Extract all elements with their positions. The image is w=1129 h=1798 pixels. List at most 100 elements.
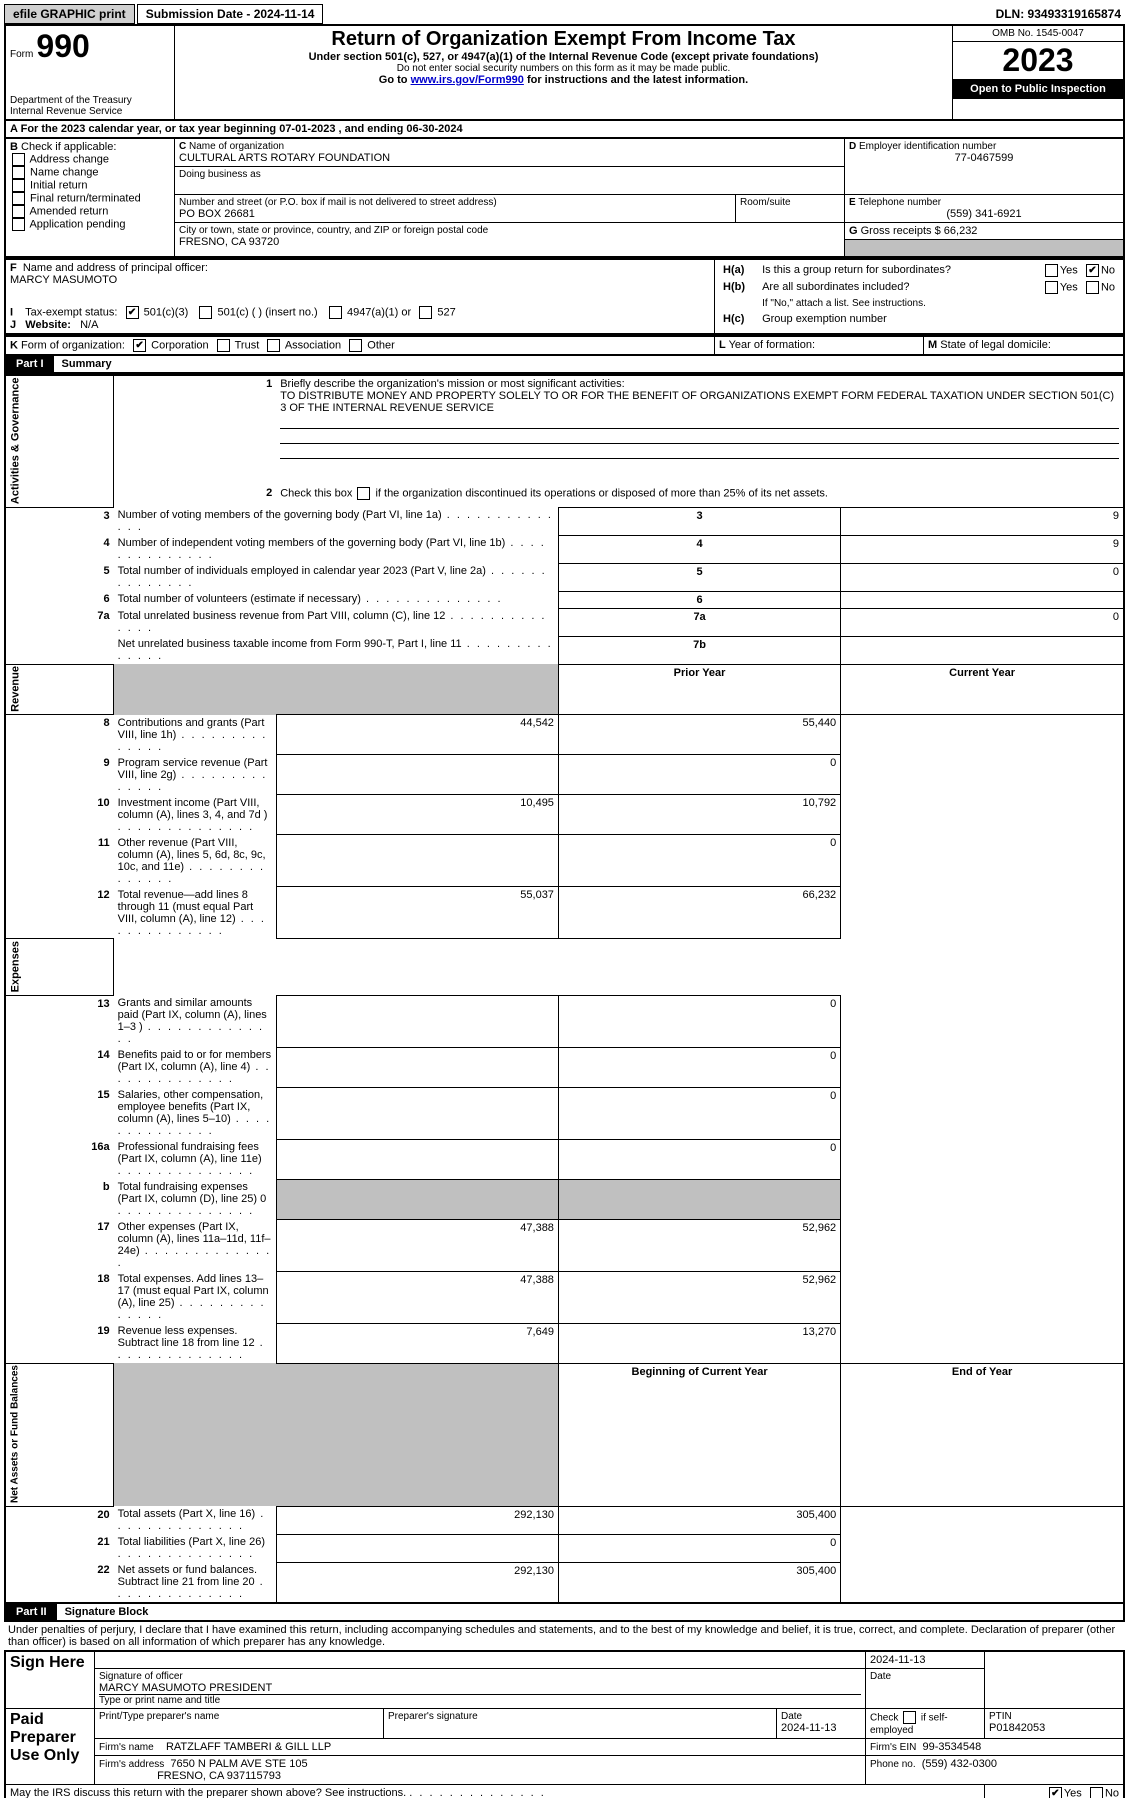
firm-name: RATZLAFF TAMBERI & GILL LLP	[166, 1741, 331, 1753]
tax-year: 2023	[953, 42, 1123, 79]
firm-ein-label: Firm's EIN	[870, 1742, 916, 1753]
ha-no[interactable]	[1086, 264, 1099, 277]
k-label: Form of organization:	[21, 339, 125, 351]
omb-number: OMB No. 1545-0047	[953, 26, 1123, 42]
phone: (559) 432-0300	[922, 1758, 997, 1770]
date-label2: Date	[781, 1711, 861, 1722]
sidebar-ag: Activities & Governance	[5, 375, 114, 507]
f-h-block: F Name and address of principal officer:…	[4, 258, 1125, 335]
hb-note: If "No," attach a list. See instructions…	[758, 296, 1119, 311]
ptin-label: PTIN	[989, 1711, 1119, 1722]
perjury-text: Under penalties of perjury, I declare th…	[4, 1622, 1125, 1650]
i-label: Tax-exempt status:	[25, 306, 117, 318]
cb-discontinued[interactable]	[357, 487, 370, 500]
cb-corp[interactable]	[133, 339, 146, 352]
summary-table: Activities & Governance 1 Briefly descri…	[4, 374, 1125, 1604]
b-check-2[interactable]	[12, 179, 25, 192]
col-begin: Beginning of Current Year	[558, 1363, 840, 1506]
gross-receipts: 66,232	[944, 225, 978, 237]
firm-addr2: FRESNO, CA 937115793	[157, 1770, 281, 1782]
sidebar-exp: Expenses	[5, 939, 114, 995]
sidebar-na: Net Assets or Fund Balances	[5, 1363, 114, 1506]
ein: 77-0467599	[849, 152, 1119, 164]
d-label: Employer identification number	[859, 141, 996, 152]
col-end: End of Year	[841, 1363, 1124, 1506]
line-a-tax-year: A For the 2023 calendar year, or tax yea…	[4, 121, 1125, 137]
b-check-3[interactable]	[12, 192, 25, 205]
submission-date: Submission Date - 2024-11-14	[137, 4, 324, 24]
cb-527[interactable]	[419, 306, 432, 319]
telephone: (559) 341-6921	[849, 208, 1119, 220]
form-header-table: Form 990 Department of the Treasury Inte…	[4, 24, 1125, 121]
part1-title: Summary	[54, 356, 120, 372]
header-line2: Do not enter social security numbers on …	[179, 63, 948, 74]
date1: 2024-11-13	[870, 1654, 925, 1666]
discuss-yes[interactable]	[1049, 1787, 1062, 1798]
ha-label: Is this a group return for subordinates?	[758, 262, 1015, 279]
city: FRESNO, CA 93720	[179, 236, 840, 248]
org-name: CULTURAL ARTS ROTARY FOUNDATION	[179, 152, 840, 164]
col-prior: Prior Year	[558, 664, 840, 715]
sig-officer-label: Signature of officer	[99, 1671, 861, 1682]
l-label: Year of formation:	[729, 339, 815, 351]
officer-name: MARCY MASUMOTO PRESIDENT	[99, 1682, 861, 1694]
k-l-m-block: K Form of organization: Corporation Trus…	[4, 335, 1125, 356]
cb-501c3[interactable]	[126, 306, 139, 319]
signature-block: Sign Here 2024-11-13 Signature of office…	[4, 1650, 1125, 1798]
firm-addr-label: Firm's address	[99, 1759, 164, 1770]
street-label: Number and street (or P.O. box if mail i…	[179, 197, 731, 208]
hb-no[interactable]	[1086, 281, 1099, 294]
date-label: Date	[870, 1671, 980, 1682]
cb-501c[interactable]	[199, 306, 212, 319]
q1-label: Briefly describe the organization's miss…	[280, 378, 624, 390]
ha-yes[interactable]	[1045, 264, 1058, 277]
part1-label: Part I	[6, 356, 54, 372]
prep-name-label: Print/Type preparer's name	[99, 1711, 379, 1722]
b-check-5[interactable]	[12, 218, 25, 231]
cb-assoc[interactable]	[267, 339, 280, 352]
cb-other[interactable]	[349, 339, 362, 352]
q1-text: TO DISTRIBUTE MONEY AND PROPERTY SOLELY …	[280, 390, 1114, 414]
e-label: Telephone number	[858, 197, 941, 208]
firm-addr1: 7650 N PALM AVE STE 105	[170, 1758, 307, 1770]
name-title-label: Type or print name and title	[99, 1694, 861, 1706]
cb-self-employed[interactable]	[903, 1711, 916, 1724]
website: N/A	[80, 319, 98, 331]
firm-ein: 99-3534548	[922, 1741, 981, 1753]
dba-label: Doing business as	[179, 169, 840, 180]
cb-4947[interactable]	[329, 306, 342, 319]
discuss-text: May the IRS discuss this return with the…	[10, 1787, 406, 1798]
irs-link[interactable]: www.irs.gov/Form990	[411, 74, 524, 86]
street: PO BOX 26681	[179, 208, 731, 220]
prep-sig-label: Preparer's signature	[388, 1711, 772, 1722]
part2-title: Signature Block	[57, 1604, 157, 1620]
room-label: Room/suite	[740, 197, 840, 208]
discuss-no[interactable]	[1090, 1787, 1103, 1798]
hb-label: Are all subordinates included?	[758, 279, 1015, 296]
goto-pre: Go to	[379, 74, 411, 86]
hc-label: Group exemption number	[758, 311, 1119, 327]
b-check-4[interactable]	[12, 205, 25, 218]
form-label: Form	[10, 49, 33, 60]
hb-yes[interactable]	[1045, 281, 1058, 294]
open-to-public: Open to Public Inspection	[953, 79, 1123, 99]
form-number: 990	[36, 28, 89, 64]
col-current: Current Year	[841, 664, 1124, 715]
form-title: Return of Organization Exempt From Incom…	[179, 28, 948, 51]
principal-officer: MARCY MASUMOTO	[10, 274, 117, 286]
cb-trust[interactable]	[217, 339, 230, 352]
f-label: Name and address of principal officer:	[23, 262, 208, 274]
header-line1: Under section 501(c), 527, or 4947(a)(1)…	[179, 51, 948, 63]
dept-treasury: Department of the Treasury Internal Reve…	[10, 95, 170, 117]
identity-block: B Check if applicable: Address change Na…	[4, 137, 1125, 258]
firm-name-label: Firm's name	[99, 1742, 154, 1753]
city-label: City or town, state or province, country…	[179, 225, 840, 236]
efile-print-button[interactable]: efile GRAPHIC print	[4, 4, 135, 24]
goto-post: for instructions and the latest informat…	[527, 74, 748, 86]
b-check-0[interactable]	[12, 153, 25, 166]
date2: 2024-11-13	[781, 1722, 861, 1734]
b-check-1[interactable]	[12, 166, 25, 179]
c-name-label: Name of organization	[189, 141, 284, 152]
sign-here: Sign Here	[5, 1651, 95, 1709]
dln: DLN: 93493319165874	[996, 7, 1125, 21]
